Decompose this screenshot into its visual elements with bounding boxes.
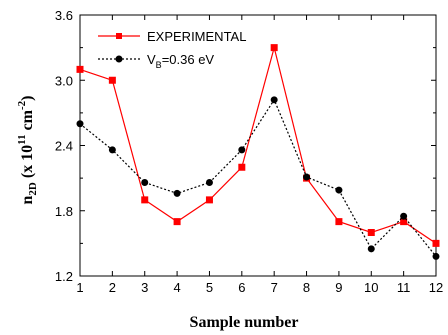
series-1-point [270, 96, 278, 104]
plot-area: 1 2 3 4 5 6 7 8 9 10 11 121.21.82.43.03.6 [55, 8, 443, 295]
x-tick-label: 5 [206, 280, 213, 295]
series-1-point [432, 252, 440, 260]
series-0-point [432, 239, 440, 247]
y-tick-label: 3.0 [55, 73, 73, 88]
legend-vb-label: VB=0.36 eV [147, 52, 214, 70]
series-0-point [76, 65, 84, 73]
series-1-point [238, 146, 246, 154]
series-0-point [238, 163, 246, 171]
x-tick-label: 6 [238, 280, 245, 295]
x-tick-label: 9 [335, 280, 342, 295]
y-axis-title: n2D (x 1011 cm-2) [16, 95, 39, 204]
series-0-point [173, 218, 181, 226]
series-1-point [173, 189, 181, 197]
y-tick-label: 1.8 [55, 204, 73, 219]
x-tick-label: 4 [173, 280, 180, 295]
series-0-point [367, 229, 375, 236]
series-0-line [79, 45, 437, 244]
x-tick-label: 10 [364, 280, 378, 295]
x-tick-label: 3 [141, 280, 148, 295]
x-axis-title: Sample number [190, 314, 299, 331]
x-tick-label: 1 [76, 280, 83, 295]
legend-experimental-label: EXPERIMENTAL [147, 29, 246, 44]
legend-vb-marker [115, 55, 123, 63]
series-1-point [335, 186, 343, 194]
x-tick-label: 12 [429, 280, 443, 295]
series-1-point [141, 178, 149, 186]
series-0-point [335, 218, 343, 226]
y-tick-label: 1.2 [55, 269, 73, 284]
series-1-line [79, 98, 437, 257]
y-tick-label: 3.6 [55, 8, 73, 23]
series-1-point [400, 212, 408, 220]
legend: EXPERIMENTAL VB=0.36 eV [98, 29, 246, 70]
x-tick-label: 7 [271, 280, 278, 295]
series-0-point [270, 44, 278, 52]
series-1-point [76, 120, 84, 128]
x-tick-label: 8 [303, 280, 310, 295]
series-0-point [205, 196, 213, 204]
series-0-point [108, 76, 116, 84]
x-tick-label: 11 [397, 280, 411, 295]
legend-experimental-marker [116, 33, 122, 39]
series-1-point [205, 178, 213, 186]
series-1-point [108, 146, 116, 154]
x-tick-label: 2 [109, 280, 116, 295]
series-1-point [303, 173, 311, 181]
plot-frame [79, 14, 437, 277]
series-0-point [400, 218, 408, 226]
series-1-point [367, 245, 375, 253]
series-0-point [141, 196, 149, 204]
y-tick-label: 2.4 [55, 139, 73, 154]
